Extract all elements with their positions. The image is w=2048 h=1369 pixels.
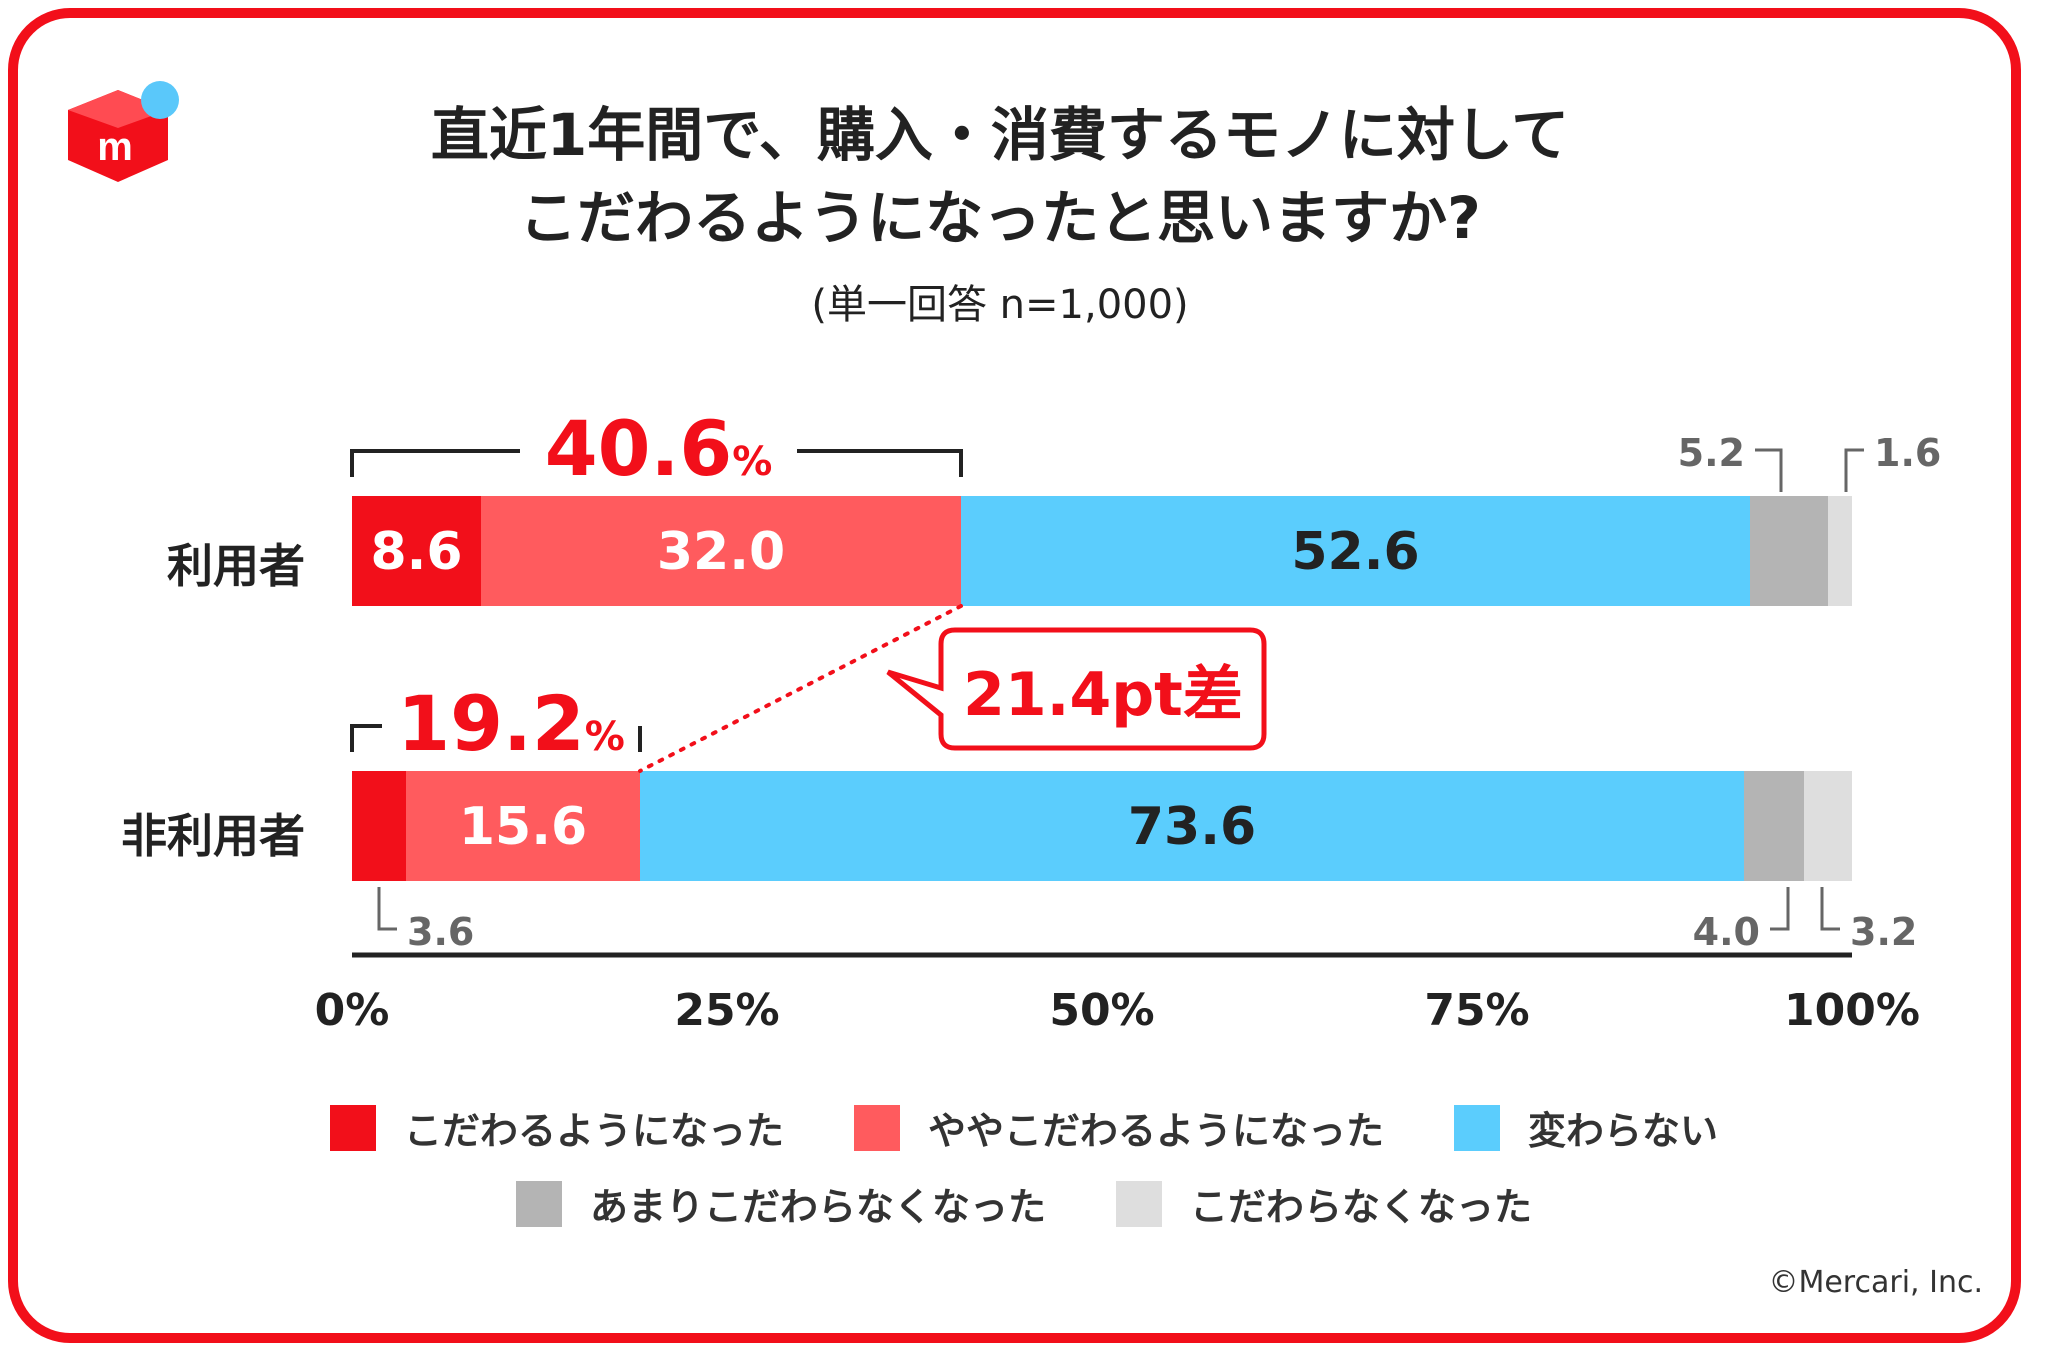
legend-label: 変わらない: [1528, 1109, 1719, 1153]
bar-value-label: 5.2: [1678, 431, 1745, 475]
legend-label: こだわらなくなった: [1190, 1185, 1533, 1229]
leader-line: [1820, 887, 1840, 931]
x-tick-label: 75%: [1424, 985, 1529, 1036]
legend-swatch: [1454, 1104, 1500, 1151]
leader-line: [377, 887, 397, 931]
bar-value-label: 8.6: [370, 522, 462, 582]
bar-segment: [640, 771, 1744, 881]
bar-value-label: 15.6: [459, 797, 587, 857]
leader-line: [1844, 448, 1864, 492]
bracket-total-label: 19.2%: [397, 679, 625, 768]
bracket-total-value: 40.6: [545, 404, 733, 493]
bar-segment: [406, 771, 640, 881]
x-tick-label: 100%: [1784, 985, 1920, 1036]
leader-line: [1770, 887, 1790, 931]
x-tick-label: 50%: [1049, 985, 1154, 1036]
legend-label: ややこだわるようになった: [927, 1109, 1384, 1153]
legend-row-1: こだわるようになった ややこだわるようになった 変わらない: [0, 1100, 2048, 1155]
bar-segment: [961, 496, 1750, 606]
legend-item-kodawaru: こだわるようになった: [329, 1100, 784, 1155]
svg-text:m: m: [97, 125, 133, 169]
row-label-non-users: 非利用者: [121, 809, 305, 863]
total-bracket: [797, 449, 963, 477]
leader-line: [1755, 448, 1783, 492]
mercari-logo-icon: m: [68, 81, 179, 182]
legend-item-yaya-kodawaru: ややこだわるようになった: [853, 1100, 1384, 1155]
bar-segment: [1750, 496, 1828, 606]
bracket-total-value: 19.2: [397, 679, 585, 768]
legend-item-amari: あまりこだわらなくなった: [515, 1176, 1046, 1231]
copyright-text: ©Mercari, Inc.: [1768, 1265, 1983, 1300]
x-tick-label: 0%: [315, 985, 390, 1036]
bracket-total-percent: %: [585, 714, 625, 760]
legend-swatch: [853, 1104, 900, 1151]
bar-segment: [1828, 496, 1852, 606]
chart-title-line-2: こだわるようになったと思いますか?: [519, 184, 1481, 252]
legend-item-kodawaranaku: こだわらなくなった: [1116, 1176, 1532, 1231]
bar-value-label: 1.6: [1874, 431, 1941, 475]
bar-segment: [352, 496, 481, 606]
legend-label: こだわるようになった: [403, 1109, 784, 1153]
x-tick-label: 25%: [674, 985, 779, 1036]
bar-value-label: 52.6: [1291, 522, 1419, 582]
legend-row-2: あまりこだわらなくなった こだわらなくなった: [0, 1176, 2048, 1231]
total-bracket: [350, 449, 520, 477]
bar-segment: [1744, 771, 1804, 881]
bar-value-label: 73.6: [1128, 797, 1256, 857]
legend-item-kawaranai: 変わらない: [1454, 1100, 1718, 1155]
legend-swatch: [515, 1180, 562, 1227]
chart-title-line-1: 直近1年間で、購入・消費するモノに対して: [430, 101, 1570, 169]
chart-subtitle: (単一回答 n=1,000): [811, 282, 1189, 328]
difference-callout: [886, 627, 1267, 751]
bar-segment: [352, 771, 406, 881]
total-bracket: [350, 724, 382, 752]
bar-segment: [1804, 771, 1852, 881]
bar-segment: [481, 496, 961, 606]
legend-swatch: [1116, 1180, 1162, 1227]
bar-value-label: 3.6: [407, 910, 474, 954]
bracket-total-label: 40.6%: [545, 404, 773, 493]
bracket-total-percent: %: [732, 439, 772, 485]
bar-value-label: 32.0: [657, 522, 785, 582]
difference-connector: [638, 604, 963, 773]
legend-label: あまりこだわらなくなった: [589, 1185, 1046, 1229]
legend-swatch: [329, 1104, 376, 1151]
bar-value-label: 3.2: [1850, 910, 1917, 954]
row-label-users: 利用者: [167, 539, 305, 593]
difference-label: 21.4pt差: [963, 660, 1243, 730]
bar-value-label: 4.0: [1693, 910, 1760, 954]
